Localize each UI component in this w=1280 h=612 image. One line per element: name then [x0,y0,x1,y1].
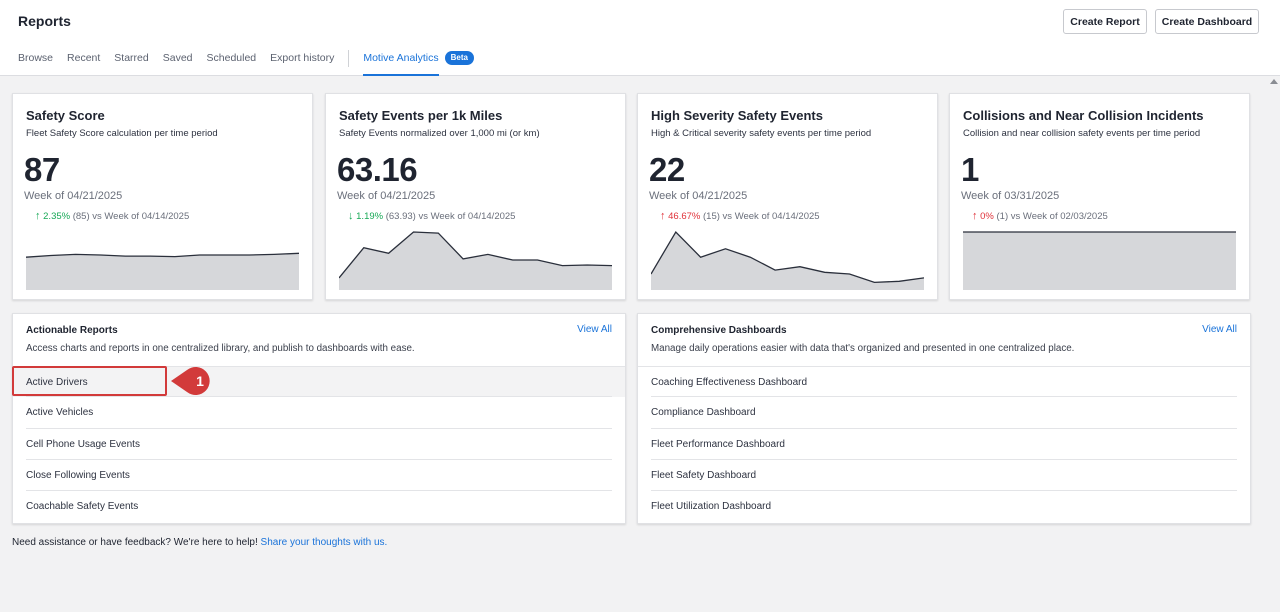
report-item-active-vehicles[interactable]: Active Vehicles [13,397,625,429]
metric-week: Week of 04/21/2025 [337,190,436,202]
report-item-label: Active Drivers [26,377,88,388]
metric-change-detail: (63.93) vs Week of 04/14/2025 [385,211,516,222]
feedback-link[interactable]: Share your thoughts with us. [260,537,388,548]
dashboards-panel: Comprehensive Dashboards Manage daily op… [637,313,1251,524]
dashboard-item-fleet-performance[interactable]: Fleet Performance Dashboard [638,429,1250,460]
metric-subtitle: High & Critical severity safety events p… [651,128,872,139]
panel-title: Comprehensive Dashboards [651,325,787,336]
metric-sparkline [339,231,612,290]
metric-card-safety-events-per-1k[interactable]: Safety Events per 1k Miles Safety Events… [325,93,626,300]
metric-change: ↑ 2.35% (85) vs Week of 04/14/2025 [35,210,189,222]
tab-saved[interactable]: Saved [162,52,193,64]
report-item-label: Coachable Safety Events [26,501,139,513]
metric-subtitle: Fleet Safety Score calculation per time … [26,128,218,139]
dashboard-item-label: Fleet Safety Dashboard [651,469,757,481]
page-header: Reports Create Report Create Dashboard B… [0,0,1280,76]
panel-title: Actionable Reports [26,325,118,336]
sparkline-area [963,232,1236,290]
step-callout-icon: 1 [171,367,210,395]
metric-change-detail: (85) vs Week of 04/14/2025 [72,211,190,222]
report-item-label: Cell Phone Usage Events [26,438,140,450]
beta-badge: Beta [444,51,474,65]
footer-help: Need assistance or have feedback? We're … [12,537,387,548]
metric-week: Week of 04/21/2025 [24,190,123,202]
report-item-label: Active Vehicles [26,407,94,419]
metric-card-high-severity-events[interactable]: High Severity Safety Events High & Criti… [637,93,938,300]
tab-browse[interactable]: Browse [18,52,54,64]
view-all-reports-link[interactable]: View All [577,324,612,335]
actionable-reports-panel: Actionable Reports Access charts and rep… [12,313,626,524]
panel-description: Access charts and reports in one central… [26,343,415,354]
metric-subtitle: Collision and near collision safety even… [963,128,1201,139]
arrow-down-icon: ↓ [348,210,354,222]
dashboard-item-label: Fleet Performance Dashboard [651,438,785,450]
metric-sparkline [26,252,299,290]
report-item-cell-phone-usage[interactable]: Cell Phone Usage Events [13,429,625,460]
panel-description: Manage daily operations easier with data… [651,343,1075,354]
sparkline-line [339,231,612,279]
metric-card-collisions[interactable]: Collisions and Near Collision Incidents … [949,93,1250,300]
report-list: Active Drivers Active Vehicles Cell Phon… [13,366,625,522]
metric-value: 63.16 [337,151,418,188]
report-item-label: Close Following Events [26,469,130,481]
highlight-box [12,366,167,396]
create-report-button[interactable]: Create Report [1063,9,1147,34]
sparkline-line [26,252,299,258]
dashboard-list: Coaching Effectiveness Dashboard Complia… [638,366,1250,522]
dashboard-item-fleet-utilization[interactable]: Fleet Utilization Dashboard [638,491,1250,522]
step-number: 1 [196,373,204,389]
report-item-close-following[interactable]: Close Following Events [13,460,625,492]
sparkline-area [339,232,612,290]
dashboard-item-label: Compliance Dashboard [651,407,756,419]
metric-change-detail: (15) vs Week of 04/14/2025 [703,211,820,222]
metric-change-pct: 46.67% [668,211,701,222]
metric-card-safety-score[interactable]: Safety Score Fleet Safety Score calculat… [12,93,313,300]
metric-subtitle: Safety Events normalized over 1,000 mi (… [339,128,540,139]
metric-change: ↑ 46.67% (15) vs Week of 04/14/2025 [660,210,820,222]
tab-scheduled[interactable]: Scheduled [206,52,257,64]
metric-title: Safety Events per 1k Miles [339,108,503,123]
dashboard-item-fleet-safety[interactable]: Fleet Safety Dashboard [638,460,1250,492]
metric-week: Week of 03/31/2025 [961,190,1060,202]
metric-sparkline [651,230,924,290]
metric-title: High Severity Safety Events [651,108,823,123]
metric-change-pct: 1.19% [356,211,384,222]
metric-change-pct: 0% [980,211,994,222]
tab-motive-analytics[interactable]: Motive Analytics [363,50,439,76]
dashboard-item-coaching-effectiveness[interactable]: Coaching Effectiveness Dashboard [638,366,1250,398]
sparkline-area [651,232,924,290]
arrow-up-icon: ↑ [972,210,978,222]
metric-change: ↓ 1.19% (63.93) vs Week of 04/14/2025 [348,210,515,222]
metric-value: 22 [649,151,685,188]
sparkline-area [26,253,299,290]
tab-divider [348,50,350,67]
arrow-up-icon: ↑ [660,210,666,222]
report-item-active-drivers[interactable]: Active Drivers [13,366,625,398]
dashboard-item-label: Fleet Utilization Dashboard [651,501,772,513]
view-all-dashboards-link[interactable]: View All [1202,324,1237,335]
sparkline-line [651,230,924,284]
tab-recent[interactable]: Recent [67,52,101,64]
tab-starred[interactable]: Starred [114,52,149,64]
dashboard-item-compliance[interactable]: Compliance Dashboard [638,397,1250,429]
tab-export-history[interactable]: Export history [270,52,335,64]
metric-change: ↑ 0% (1) vs Week of 02/03/2025 [972,210,1108,222]
metric-value: 1 [961,151,979,188]
metric-sparkline [963,231,1236,290]
arrow-up-icon: ↑ [35,210,41,222]
report-tabs: Browse Recent Starred Saved Scheduled Ex… [18,50,474,76]
report-item-coachable-safety[interactable]: Coachable Safety Events [13,491,625,522]
footer-text: Need assistance or have feedback? We're … [12,537,258,548]
dashboard-item-label: Coaching Effectiveness Dashboard [651,377,808,388]
metric-title: Safety Score [26,108,105,123]
metric-title: Collisions and Near Collision Incidents [963,108,1204,123]
create-dashboard-button[interactable]: Create Dashboard [1155,9,1259,34]
metric-change-detail: (1) vs Week of 02/03/2025 [996,211,1108,222]
metric-change-pct: 2.35% [43,211,71,222]
page-title: Reports [18,13,71,29]
metric-week: Week of 04/21/2025 [649,190,748,202]
scroll-up-arrow-icon[interactable] [1270,79,1278,84]
metric-value: 87 [24,151,60,188]
